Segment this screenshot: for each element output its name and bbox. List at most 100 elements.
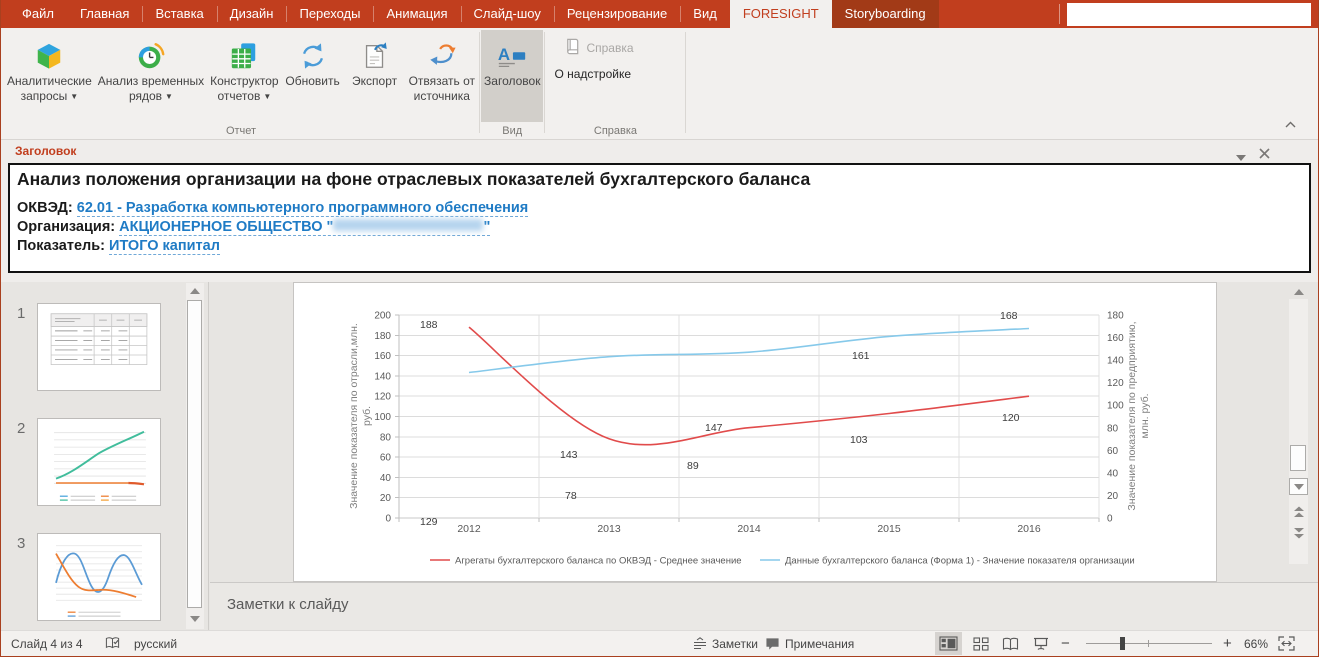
reading-view-button[interactable]	[997, 632, 1024, 655]
tab-home[interactable]: Главная	[79, 6, 130, 21]
svg-text:2013: 2013	[597, 523, 621, 535]
chevron-up-icon	[1285, 121, 1296, 128]
zoom-out-button[interactable]: −	[1061, 635, 1070, 652]
svg-text:Значение показателя по отрасли: Значение показателя по отрасли,млн.руб.	[348, 323, 373, 509]
svg-text:80: 80	[1107, 423, 1119, 434]
tab-animations[interactable]: Анимация	[373, 0, 460, 28]
svg-text:40: 40	[1107, 468, 1119, 479]
next-slide-button[interactable]	[1289, 524, 1308, 541]
thumbnail-preview	[50, 313, 148, 365]
export-button[interactable]: Экспорт	[344, 30, 406, 122]
group-divider	[685, 32, 687, 133]
panel-close-button[interactable]	[1259, 146, 1270, 164]
thumb-scroll-down-button[interactable]	[186, 611, 204, 627]
button-label: Анализ временных	[97, 74, 205, 88]
header-panel: Заголовок Анализ положения организации н…	[1, 140, 1318, 282]
zoom-slider-handle[interactable]	[1120, 637, 1125, 650]
tab-file[interactable]: Файл	[22, 6, 54, 21]
notes-lines-icon	[694, 637, 706, 650]
scroll-up-button[interactable]	[1289, 283, 1308, 300]
svg-text:Данные бухгалтерского баланса: Данные бухгалтерского баланса (Форма 1) …	[785, 556, 1135, 567]
tab-design[interactable]: Дизайн	[216, 0, 287, 28]
thumbnail-preview	[54, 430, 146, 501]
reading-view-icon	[1002, 637, 1019, 650]
zoom-slider-track[interactable]	[1086, 643, 1212, 644]
slide-thumbnail-1[interactable]	[37, 303, 161, 391]
clock-icon	[136, 38, 166, 74]
zoom-percent[interactable]: 66%	[1244, 636, 1269, 651]
svg-text:40: 40	[380, 473, 392, 484]
small-button-label: Справка	[586, 41, 634, 55]
collapse-ribbon-button[interactable]	[1285, 115, 1296, 133]
notes-toggle-label: Заметки	[712, 636, 758, 651]
spell-check-button[interactable]	[105, 631, 120, 656]
normal-view-button[interactable]	[935, 632, 962, 655]
svg-text:Агрегаты бухгалтерского баланс: Агрегаты бухгалтерского баланса по ОКВЭД…	[455, 556, 742, 567]
tab-insert[interactable]: Вставка	[142, 0, 216, 28]
scroll-down-button[interactable]	[1289, 478, 1308, 495]
slide-number-1: 1	[17, 305, 26, 322]
tab-slideshow[interactable]: Слайд-шоу	[460, 0, 554, 28]
ribbon-group-1: Аналитические запросы ▼ Анализ временных ряд…	[4, 28, 478, 139]
tab-review[interactable]: Рецензирование	[553, 0, 680, 28]
slide-thumbnail-2[interactable]	[37, 418, 161, 506]
previous-slide-button[interactable]	[1289, 503, 1308, 520]
svg-text:A: A	[498, 45, 510, 64]
scrollbar-thumb[interactable]	[1290, 445, 1306, 471]
svg-text:180: 180	[374, 331, 391, 342]
unbind-source-button[interactable]: Отвязать от источника	[406, 30, 478, 122]
scrollbar-track[interactable]	[1289, 299, 1308, 564]
tab-storyboarding[interactable]: Storyboarding	[831, 0, 939, 28]
arrow-up-icon	[190, 288, 200, 294]
thumb-scroll-up-button[interactable]	[186, 283, 204, 299]
comments-toggle-button[interactable]: Примечания	[765, 631, 854, 656]
workspace: 1 2 3 0 20 40 60 80 100 120 140 160 180 200 0 20 40 60 80…	[1, 282, 1318, 630]
balance-line-chart[interactable]: 0 20 40 60 80 100 120 140 160 180 200 0 20 40 60 80 100 1…	[294, 283, 1216, 581]
field-value-link[interactable]: ИТОГО капитал	[109, 238, 220, 255]
svg-text:120: 120	[1002, 412, 1020, 424]
arrow-down-icon	[190, 616, 200, 622]
arrow-down-icon	[1293, 483, 1304, 490]
ribbon-group-label: Отчет	[225, 125, 257, 137]
panel-menu-button[interactable]	[1236, 148, 1246, 166]
slide-number-2: 2	[17, 420, 26, 437]
tab-foresight[interactable]: FORESIGHT	[729, 0, 832, 28]
field-value-link[interactable]: АКЦИОНЕРНОЕ ОБЩЕСТВО " "	[119, 219, 491, 236]
slide-sorter-view-button[interactable]	[967, 632, 994, 655]
svg-text:89: 89	[687, 460, 699, 472]
comments-toggle-label: Примечания	[785, 636, 855, 651]
ribbon-group-2: A Заголовок Вид	[481, 28, 544, 139]
slide-canvas[interactable]: 0 20 40 60 80 100 120 140 160 180 200 0 20 40 60 80 100 1…	[293, 282, 1217, 582]
tab-view[interactable]: Вид	[680, 0, 730, 28]
analytical-queries-button[interactable]: Аналитические запросы ▼	[4, 30, 95, 122]
button-label: Заголовок	[484, 74, 541, 88]
refresh-button[interactable]: Обновить	[282, 30, 344, 122]
dropdown-caret-icon: ▼	[263, 92, 272, 101]
thumb-scrollbar-thumb[interactable]	[187, 300, 202, 608]
svg-text:143: 143	[560, 449, 578, 461]
field-value-link[interactable]: 62.01 - Разработка компьютерного програм…	[76, 200, 529, 217]
svg-text:100: 100	[1107, 401, 1124, 412]
report-builder-button[interactable]: Конструктор отчетов ▼	[207, 30, 281, 122]
spellcheck-book-icon	[105, 637, 120, 649]
field-label: Организация:	[17, 219, 120, 235]
tab-transitions[interactable]: Переходы	[286, 0, 373, 28]
notes-area[interactable]: Заметки к слайду	[210, 582, 1318, 630]
ribbon: Аналитические запросы ▼ Анализ временных ряд…	[1, 28, 1318, 140]
double-chevron-down-icon	[1293, 527, 1304, 538]
svg-text:129: 129	[420, 516, 438, 528]
slideshow-view-button[interactable]	[1027, 632, 1054, 655]
language-indicator[interactable]: русский	[134, 636, 178, 651]
time-series-analysis-button[interactable]: Анализ временных рядов ▼	[95, 30, 207, 122]
notes-toggle-button[interactable]: Заметки	[693, 631, 758, 656]
fit-to-window-button[interactable]	[1278, 631, 1295, 656]
svg-text:80: 80	[380, 432, 392, 443]
slideshow-icon	[1033, 637, 1048, 650]
svg-text:60: 60	[380, 453, 392, 464]
about-addin-button[interactable]: О надстройке	[554, 62, 674, 86]
zoom-in-button[interactable]: +	[1223, 635, 1232, 652]
slide-thumbnail-3[interactable]	[37, 533, 161, 621]
title-toggle-button[interactable]: A Заголовок	[481, 30, 544, 122]
double-chevron-up-icon	[1293, 506, 1304, 517]
